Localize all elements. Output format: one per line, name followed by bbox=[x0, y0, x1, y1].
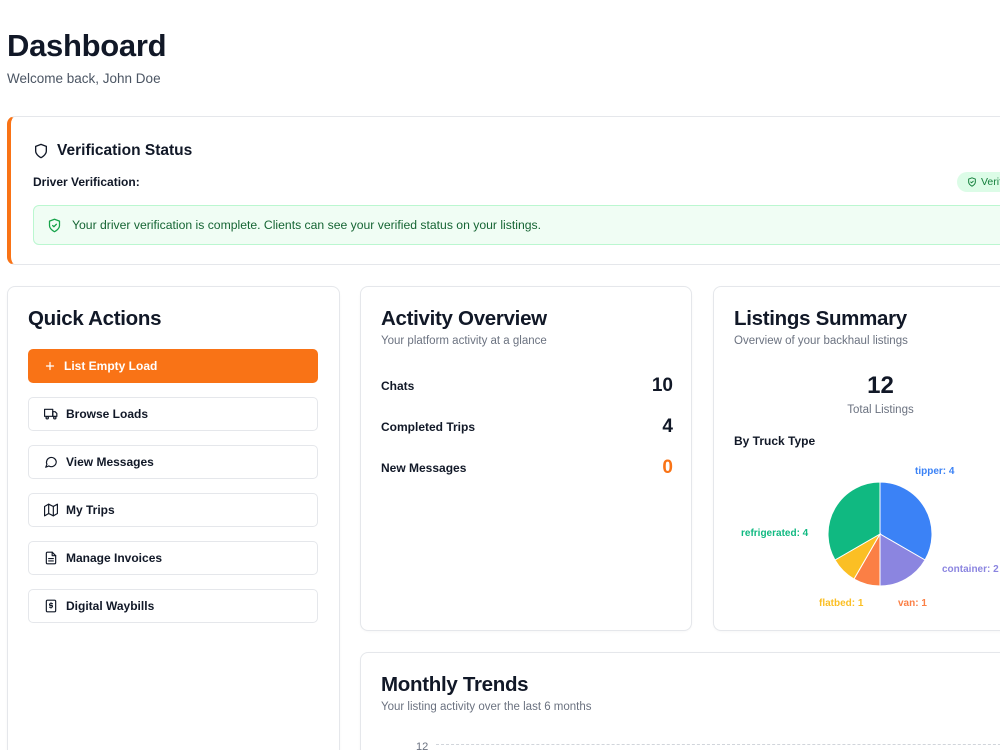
digital-waybills-label: Digital Waybills bbox=[66, 599, 155, 613]
my-trips-button[interactable]: My Trips bbox=[28, 493, 318, 527]
map-icon bbox=[44, 503, 58, 517]
list-empty-load-label: List Empty Load bbox=[64, 359, 158, 373]
view-messages-label: View Messages bbox=[66, 455, 154, 469]
pie-slice-tipper[interactable] bbox=[879, 481, 933, 561]
activity-value: 10 bbox=[651, 375, 673, 396]
pie-label-tipper: tipper: 4 bbox=[915, 466, 955, 477]
quick-actions-title: Quick Actions bbox=[28, 307, 162, 330]
verification-title-row: Verification Status bbox=[33, 142, 192, 160]
monthly-title: Monthly Trends bbox=[381, 673, 529, 696]
activity-label: Chats bbox=[381, 379, 415, 393]
pie-label-flatbed: flatbed: 1 bbox=[819, 598, 864, 609]
activity-row-chats: Chats 10 bbox=[381, 375, 673, 397]
verification-message: Your driver verification is complete. Cl… bbox=[72, 218, 541, 232]
total-listings-label: Total Listings bbox=[847, 404, 914, 416]
manage-invoices-button[interactable]: Manage Invoices bbox=[28, 541, 318, 575]
total-listings-value: 12 bbox=[867, 372, 894, 399]
activity-overview-card: Activity Overview Your platform activity… bbox=[360, 286, 692, 631]
file-text-icon bbox=[44, 551, 58, 565]
truck-type-pie-chart bbox=[827, 481, 933, 587]
browse-loads-button[interactable]: Browse Loads bbox=[28, 397, 318, 431]
activity-label: Completed Trips bbox=[381, 420, 476, 434]
my-trips-label: My Trips bbox=[66, 503, 115, 517]
plus-icon bbox=[44, 360, 56, 372]
monthly-trends-card: Monthly Trends Your listing activity ove… bbox=[360, 652, 1000, 750]
pie-slice-refrigerated[interactable] bbox=[827, 481, 881, 561]
list-empty-load-button[interactable]: List Empty Load bbox=[28, 349, 318, 383]
activity-row-completed-trips: Completed Trips 4 bbox=[381, 416, 673, 438]
listings-subtitle: Overview of your backhaul listings bbox=[734, 335, 908, 347]
pie-label-refrigerated: refrigerated: 4 bbox=[741, 528, 809, 539]
shield-icon bbox=[33, 143, 49, 159]
activity-subtitle: Your platform activity at a glance bbox=[381, 335, 547, 347]
listings-title: Listings Summary bbox=[734, 307, 907, 330]
manage-invoices-label: Manage Invoices bbox=[66, 551, 163, 565]
status-badge: Verified bbox=[957, 172, 1000, 192]
verification-alert: Your driver verification is complete. Cl… bbox=[33, 205, 1000, 245]
y-axis-tick: 12 bbox=[416, 741, 429, 750]
verification-title: Verification Status bbox=[57, 142, 193, 159]
status-badge-label: Verified bbox=[981, 176, 1000, 188]
activity-row-new-messages: New Messages 0 bbox=[381, 457, 673, 479]
page-title: Dashboard bbox=[7, 28, 167, 63]
receipt-icon bbox=[44, 599, 58, 613]
driver-verification-label: Driver Verification: bbox=[33, 175, 140, 189]
shield-check-icon bbox=[967, 177, 977, 187]
quick-actions-card: Quick Actions List Empty Load Browse Loa… bbox=[7, 286, 340, 750]
activity-value: 4 bbox=[662, 416, 673, 437]
by-truck-type-label: By Truck Type bbox=[734, 434, 816, 448]
pie-label-container: container: 2 bbox=[942, 564, 999, 575]
listings-summary-card: Listings Summary Overview of your backha… bbox=[713, 286, 1000, 631]
digital-waybills-button[interactable]: Digital Waybills bbox=[28, 589, 318, 623]
activity-label: New Messages bbox=[381, 461, 467, 475]
browse-loads-label: Browse Loads bbox=[66, 407, 149, 421]
truck-icon bbox=[44, 407, 58, 421]
grid-line bbox=[436, 744, 1000, 745]
activity-title: Activity Overview bbox=[381, 307, 547, 330]
monthly-subtitle: Your listing activity over the last 6 mo… bbox=[381, 701, 592, 713]
shield-check-icon bbox=[47, 218, 62, 233]
verification-status-card: Verification Status Driver Verification:… bbox=[7, 116, 1000, 265]
message-circle-icon bbox=[44, 455, 58, 469]
page-subtitle: Welcome back, John Doe bbox=[7, 71, 161, 86]
activity-value: 0 bbox=[662, 457, 673, 478]
pie-label-van: van: 1 bbox=[898, 598, 927, 609]
view-messages-button[interactable]: View Messages bbox=[28, 445, 318, 479]
pie-slice-container[interactable] bbox=[879, 533, 926, 587]
